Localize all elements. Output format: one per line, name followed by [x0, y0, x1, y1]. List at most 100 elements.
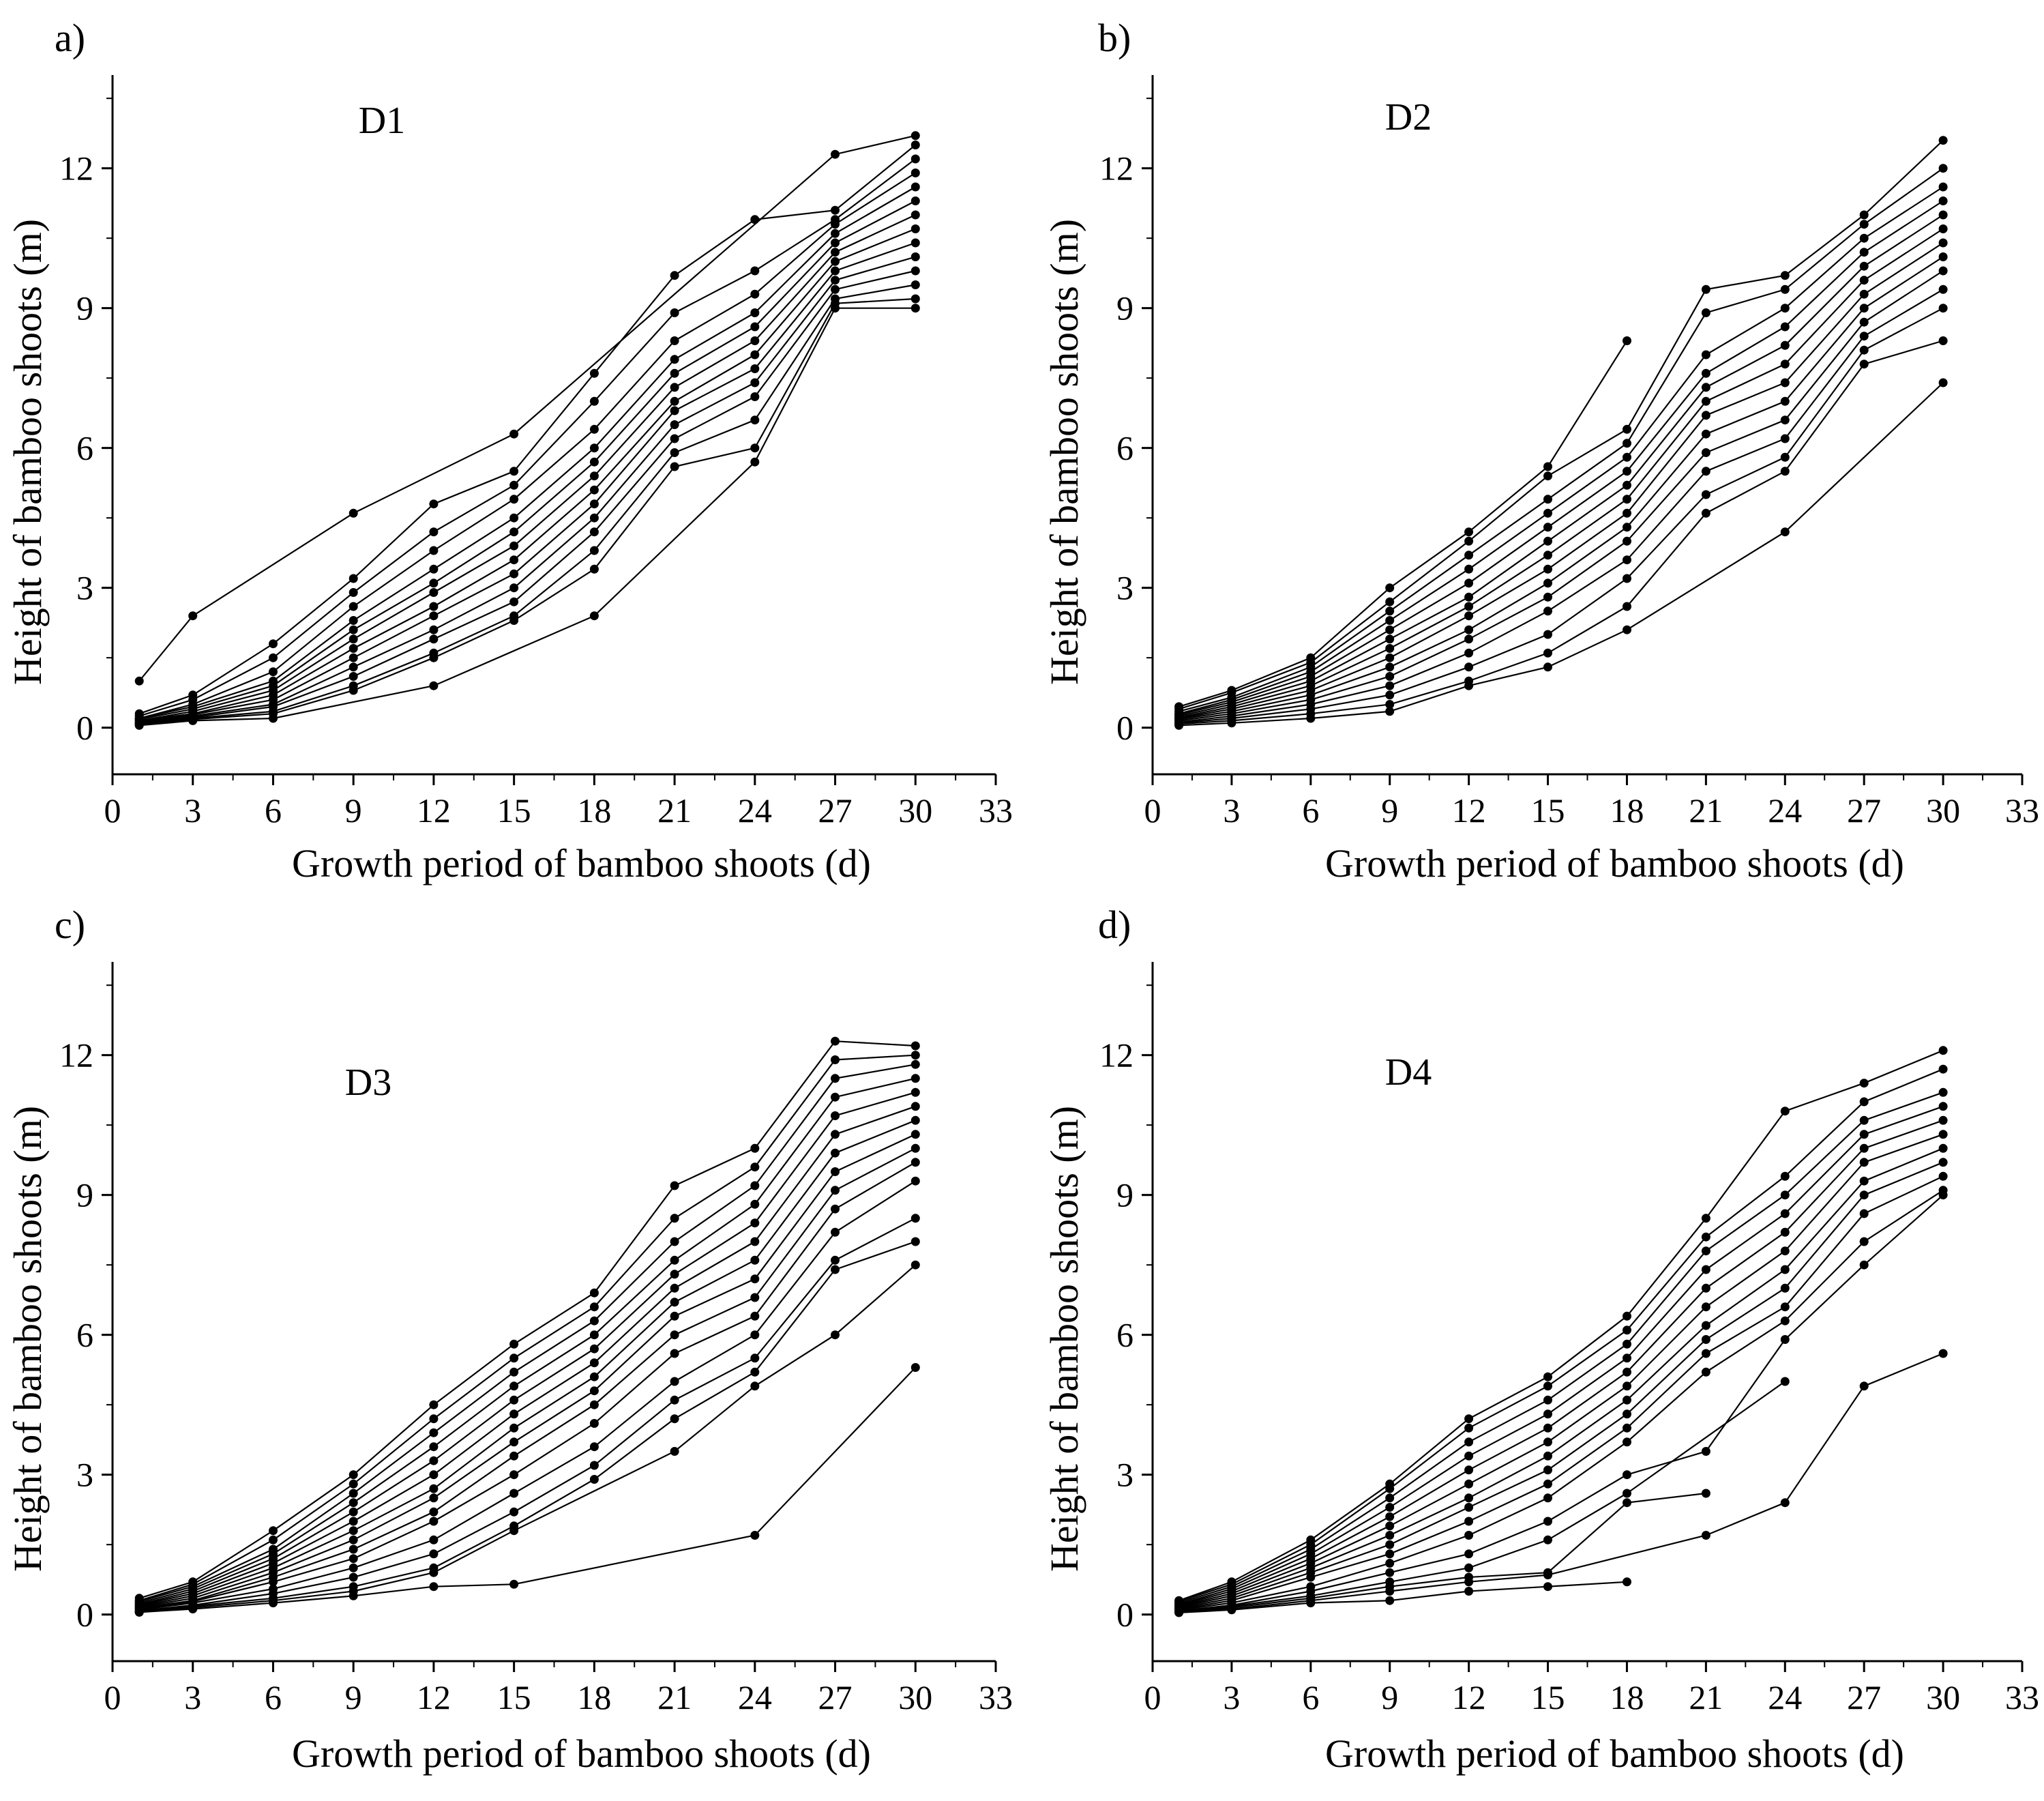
- x-tick-label: 27: [1847, 791, 1881, 830]
- data-point: [1859, 1143, 1869, 1153]
- data-point: [670, 1330, 679, 1340]
- data-point: [429, 1442, 439, 1452]
- data-point: [509, 480, 519, 490]
- data-point: [670, 434, 679, 443]
- data-point: [670, 1214, 679, 1223]
- data-point: [831, 1074, 840, 1083]
- data-point: [1623, 1577, 1631, 1587]
- data-point: [1543, 1479, 1552, 1489]
- y-axis-title: Height of bamboo shoots (m): [5, 219, 50, 685]
- data-point: [1701, 1283, 1710, 1293]
- data-point: [1464, 1517, 1474, 1526]
- data-point: [269, 1535, 278, 1544]
- data-point: [670, 448, 679, 457]
- data-point: [1543, 471, 1552, 481]
- data-point: [1701, 448, 1710, 457]
- data-point: [1543, 1570, 1552, 1580]
- data-point: [750, 289, 760, 299]
- x-tick-label: 15: [1531, 791, 1565, 830]
- data-point: [134, 676, 144, 686]
- data-point: [910, 280, 920, 289]
- data-point: [750, 1143, 760, 1153]
- data-point: [1464, 1563, 1474, 1572]
- data-point: [910, 266, 920, 276]
- data-point: [349, 1507, 358, 1517]
- data-point: [509, 467, 519, 476]
- data-point: [1859, 304, 1869, 313]
- x-tick-label: 33: [979, 1678, 1013, 1716]
- data-point: [1623, 602, 1631, 611]
- data-point: [1227, 1605, 1236, 1615]
- data-point: [910, 154, 920, 164]
- x-tick-label: 33: [979, 791, 1013, 830]
- data-point: [1543, 1493, 1552, 1503]
- panel-label: b): [1098, 16, 1131, 60]
- data-point: [1543, 1465, 1552, 1475]
- data-point: [1464, 1414, 1474, 1424]
- data-point: [1859, 276, 1869, 285]
- data-point: [1385, 583, 1395, 593]
- data-point: [1938, 238, 1948, 248]
- data-point: [670, 420, 679, 429]
- data-point: [1543, 592, 1552, 602]
- series-line-14: [139, 1264, 917, 1613]
- data-point: [1701, 383, 1710, 392]
- data-point: [910, 1130, 920, 1139]
- data-point: [831, 1130, 840, 1139]
- data-point: [910, 1214, 920, 1223]
- data-point: [1938, 136, 1948, 145]
- data-point: [1464, 1493, 1474, 1503]
- data-point: [910, 238, 920, 248]
- data-point: [589, 424, 599, 434]
- data-point: [589, 1302, 599, 1312]
- data-point: [509, 1470, 519, 1480]
- x-tick-label: 21: [1689, 1678, 1723, 1716]
- data-point: [1938, 284, 1948, 294]
- data-point: [509, 1423, 519, 1433]
- x-tick-label: 9: [345, 1678, 362, 1716]
- data-point: [910, 196, 920, 205]
- data-point: [1859, 248, 1869, 257]
- data-point: [429, 1517, 439, 1526]
- data-point: [1701, 396, 1710, 406]
- data-point: [1780, 1265, 1790, 1274]
- series-line-5: [1179, 200, 1944, 716]
- data-point: [349, 588, 358, 597]
- y-tick-label: 6: [76, 1316, 93, 1354]
- data-point: [349, 1544, 358, 1554]
- y-tick-label: 9: [76, 1176, 93, 1214]
- data-point: [1385, 672, 1395, 681]
- data-point: [589, 1316, 599, 1326]
- chart-panel-c: 0 3 6 9 12 15 18 21 24 27 30 33 0 3 6 9 12 c) D3 Growth per…: [5, 903, 1013, 1776]
- data-point: [429, 588, 439, 597]
- data-point: [1859, 332, 1869, 341]
- series-line-4: [1179, 186, 1944, 715]
- data-point: [1938, 1349, 1948, 1358]
- data-point: [1701, 308, 1710, 317]
- data-point: [1623, 536, 1631, 546]
- data-point: [1859, 1158, 1869, 1167]
- data-point: [831, 1330, 840, 1340]
- data-point: [1623, 1381, 1631, 1391]
- data-point: [349, 616, 358, 625]
- data-point: [509, 597, 519, 606]
- data-point: [670, 1377, 679, 1386]
- data-point: [269, 639, 278, 649]
- data-point: [750, 415, 760, 425]
- data-point: [589, 396, 599, 406]
- data-point: [1464, 579, 1474, 588]
- x-tick-label: 9: [1381, 791, 1398, 830]
- data-point: [831, 257, 840, 266]
- x-tick-label: 3: [184, 1678, 201, 1716]
- data-point: [134, 720, 144, 730]
- data-point: [750, 364, 760, 373]
- x-tick-label: 0: [104, 791, 121, 830]
- data-point: [269, 1577, 278, 1587]
- data-point: [1938, 1064, 1948, 1074]
- data-point: [1543, 1423, 1552, 1433]
- series-line-13: [1179, 1492, 1706, 1613]
- data-point: [589, 564, 599, 574]
- data-point: [509, 1367, 519, 1377]
- data-point: [1385, 644, 1395, 653]
- data-point: [750, 457, 760, 467]
